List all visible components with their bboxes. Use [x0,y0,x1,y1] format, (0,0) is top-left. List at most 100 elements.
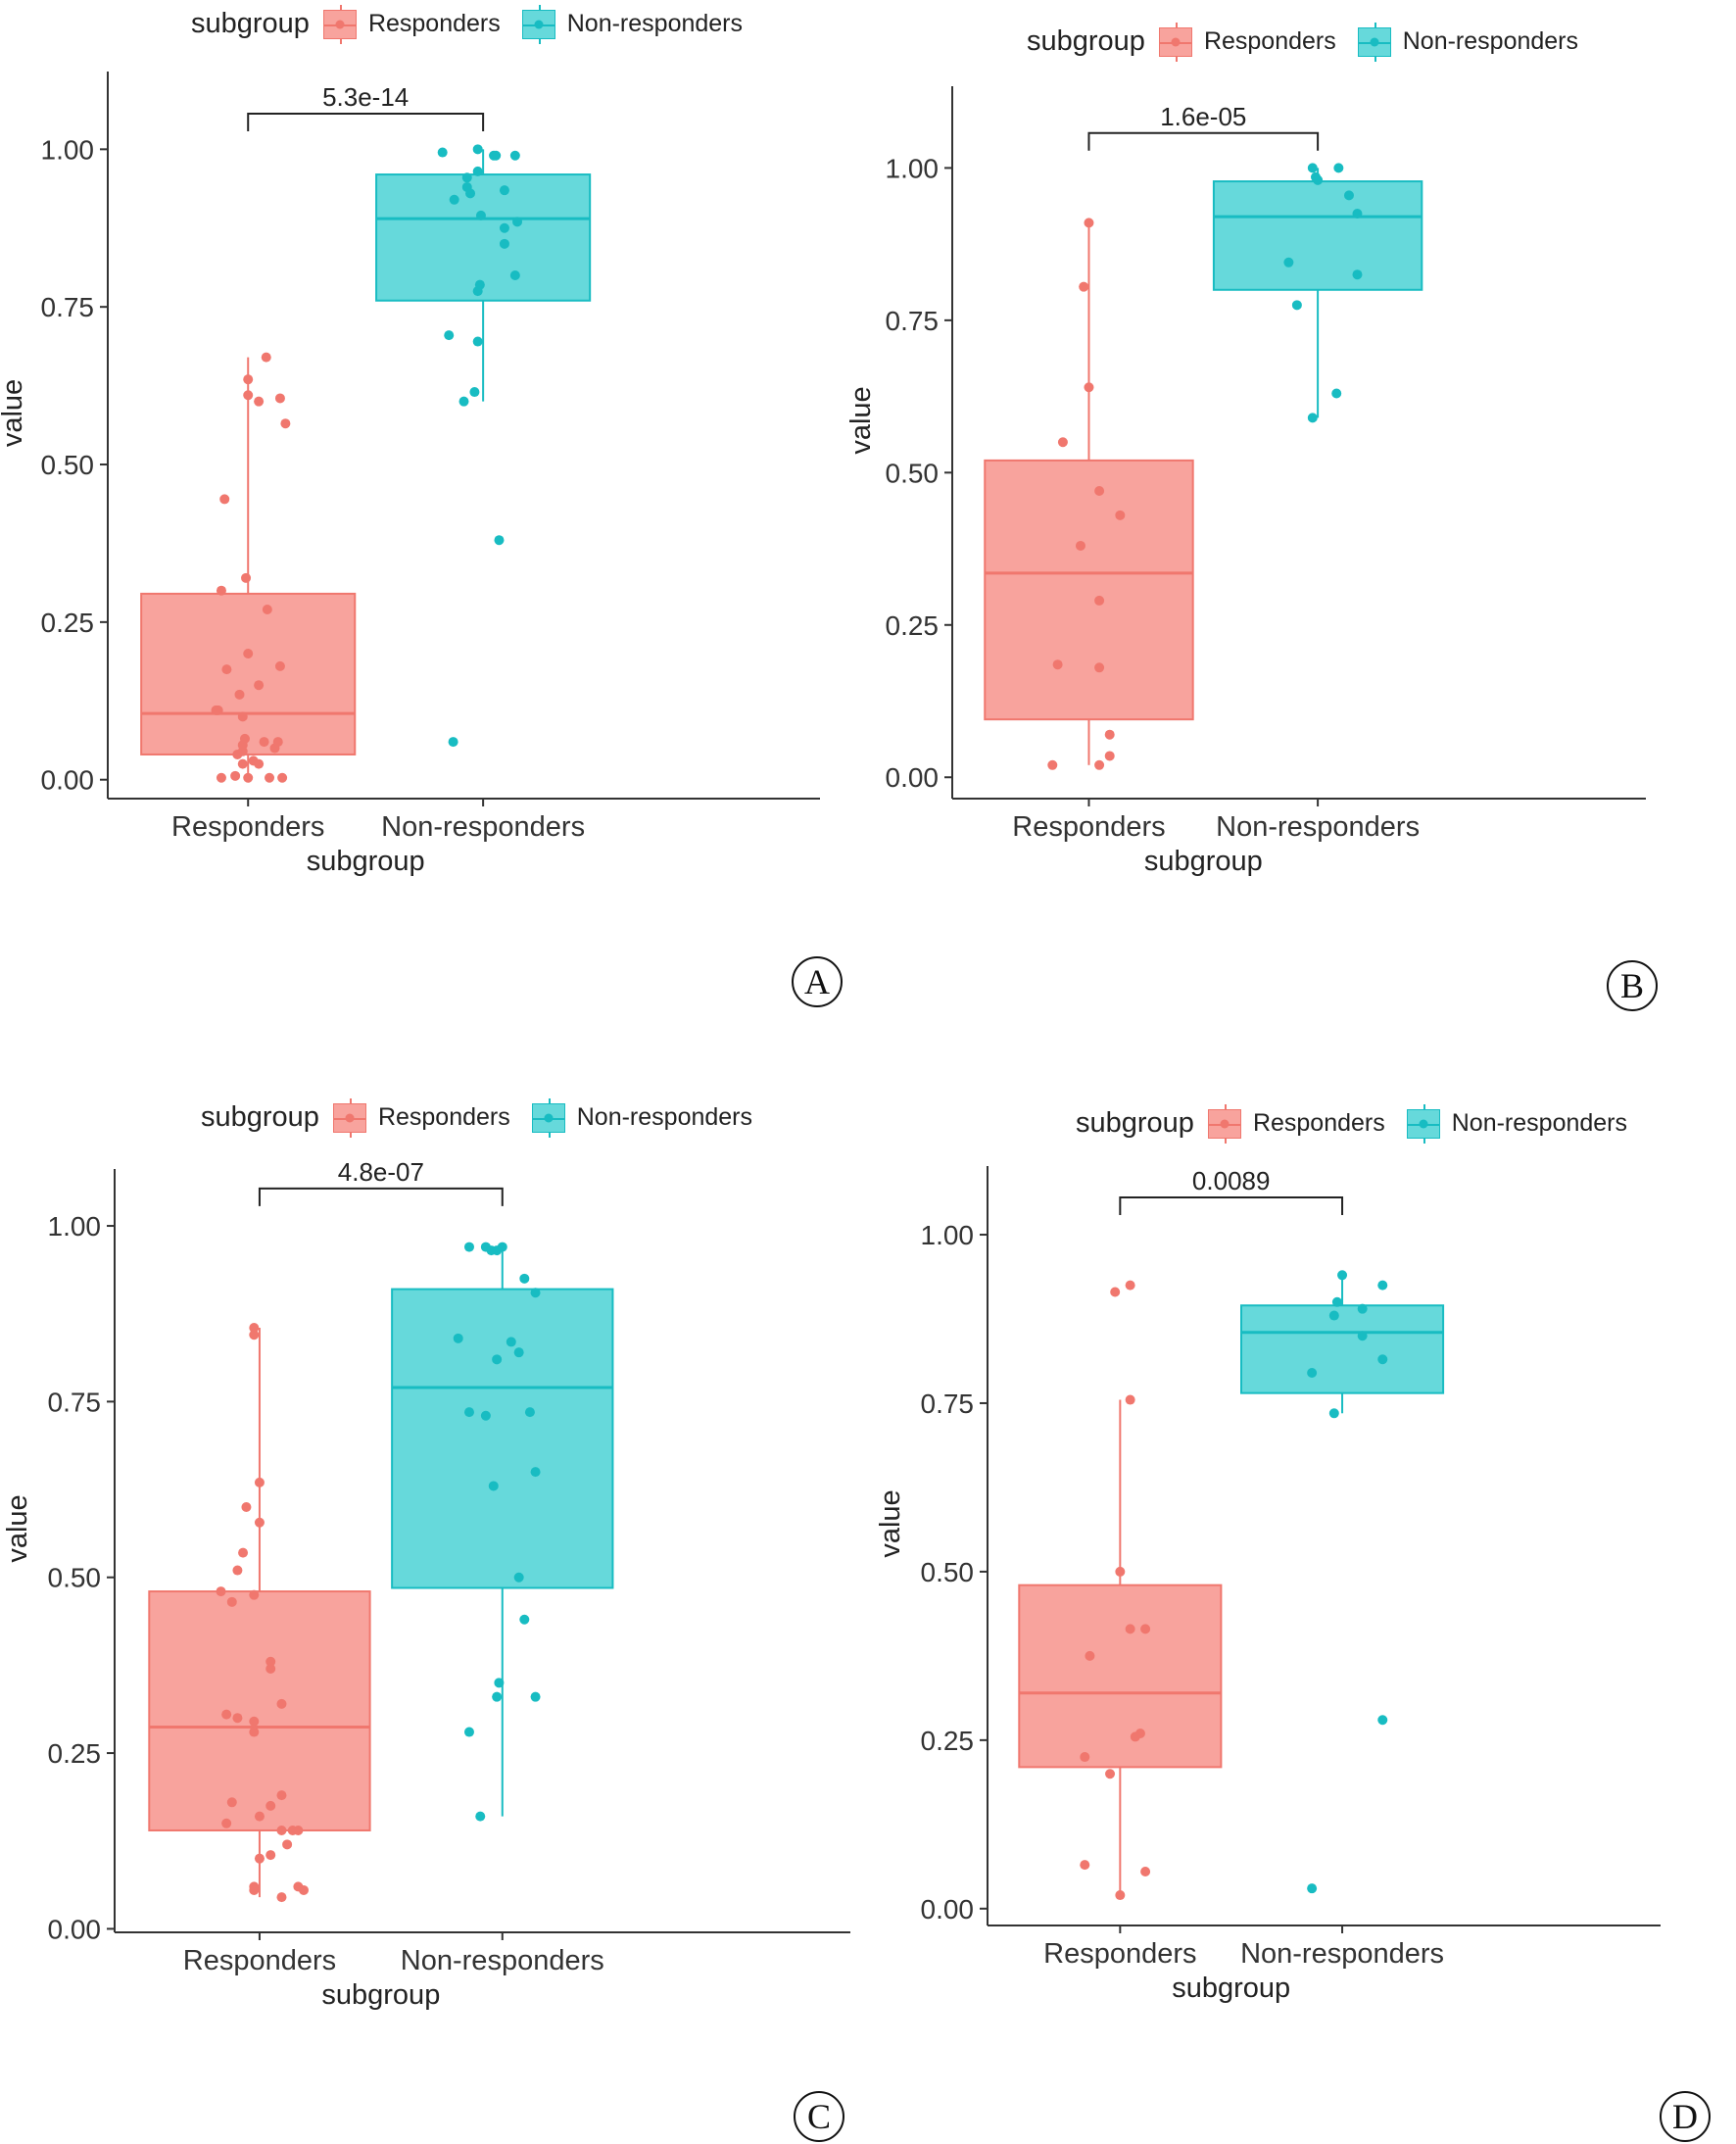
data-point [237,758,248,769]
y-tick-label: 0.00 [41,765,95,796]
data-point [497,1242,507,1252]
legend-key-non-responders [531,1097,565,1138]
data-point [1328,1408,1339,1419]
data-point [1084,218,1094,228]
y-tick-label: 0.50 [921,1557,975,1587]
data-point [237,740,248,751]
data-point [1080,1752,1090,1763]
data-point [1104,729,1115,740]
data-point [513,1572,524,1583]
legend-label-responders: Responders [377,1103,510,1131]
data-point [1313,174,1324,185]
data-point [1140,1866,1151,1876]
data-point [463,1727,474,1737]
box-responders [140,352,357,783]
data-point [1307,1368,1318,1379]
legend-key-responders [1207,1103,1241,1144]
data-point [249,1716,260,1727]
y-axis-title: value [845,386,877,454]
data-point [277,772,288,783]
data-point [472,336,483,347]
legend: subgroup Responders Non-responders [191,4,764,44]
data-point [262,604,272,614]
y-tick-label: 0.50 [48,1563,102,1593]
data-point [469,387,480,398]
x-tick-label: Responders [171,811,324,843]
data-point [232,1565,243,1576]
box-iqr [984,459,1194,721]
data-point [213,705,223,715]
data-point [474,279,485,290]
data-point [492,1691,503,1702]
data-point [488,1481,499,1491]
x-tick-label: Non-responders [1216,811,1420,843]
x-tick-label: Non-responders [1240,1938,1444,1970]
data-point [261,352,271,363]
y-tick-label: 0.00 [921,1894,975,1925]
x-tick-label: Responders [183,1945,336,1976]
y-tick-label: 0.75 [41,292,95,322]
data-point [1094,595,1105,606]
legend-label-responders: Responders [1252,1109,1385,1137]
data-point [1125,1624,1135,1634]
data-point [219,494,230,505]
data-point [1331,1296,1342,1307]
y-tick-label: 0.25 [41,608,95,638]
legend-key-non-responders [521,4,555,44]
data-point [1134,1728,1145,1738]
data-point [274,660,285,671]
data-point [1105,1769,1116,1779]
data-point [248,755,259,766]
data-point [453,1333,463,1343]
data-point [1085,1650,1095,1661]
data-point [1094,662,1105,673]
legend-title: subgroup [1076,1107,1194,1139]
p-value-label: 1.6e-05 [1160,102,1246,131]
data-point [475,1811,486,1822]
data-point [1094,485,1105,496]
data-point [254,758,265,769]
box-iqr [1239,1304,1445,1394]
x-tick-label: Responders [1012,811,1165,843]
legend-title: subgroup [1027,25,1145,57]
legend-key-non-responders [1357,22,1391,62]
data-point [486,1245,497,1256]
box-responders [1018,1280,1223,1901]
data-point [254,396,265,407]
significance-bracket [247,112,485,131]
data-point [494,1678,505,1688]
data-point [530,1691,541,1702]
y-tick-label: 1.00 [48,1211,102,1242]
data-point [276,1892,287,1903]
legend-title: subgroup [191,8,310,39]
data-point [499,238,509,249]
data-point [1291,300,1302,311]
data-point [259,737,269,748]
y-axis-title: value [2,1494,33,1562]
data-point [480,1410,491,1421]
panel-label: B [1607,960,1658,1011]
data-point [265,1663,276,1674]
data-point [221,664,232,675]
data-point [1310,171,1321,182]
data-point [243,374,254,385]
data-point [1125,1280,1135,1291]
box-iqr [140,592,357,755]
data-point [461,181,472,192]
data-point [509,150,520,161]
y-tick-label: 1.00 [886,153,940,183]
data-point [1115,1890,1126,1901]
data-point [512,217,523,227]
data-point [1307,163,1318,173]
legend-label-responders: Responders [1203,27,1336,55]
data-point [1115,510,1126,520]
data-point [463,1242,474,1252]
legend-label-non-responders: Non-responders [566,10,744,37]
data-point [280,418,291,429]
data-point [437,147,448,158]
data-point [461,172,472,183]
y-axis-title: value [875,1489,906,1557]
data-point [254,1517,265,1528]
data-point [472,166,483,176]
